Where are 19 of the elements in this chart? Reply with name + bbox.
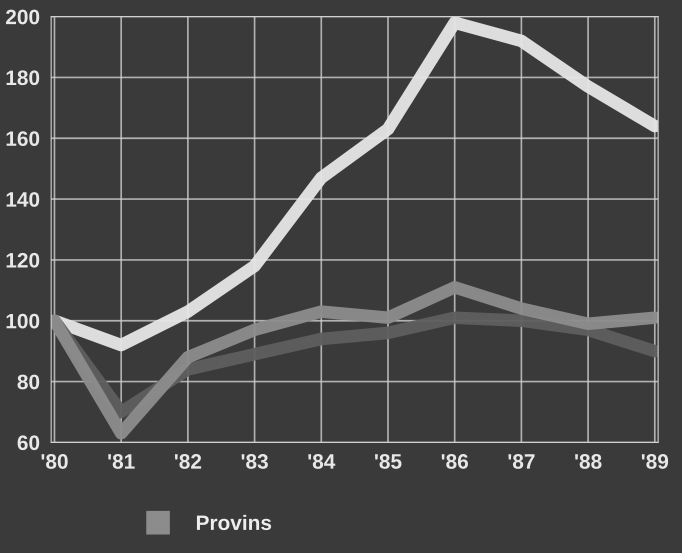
y-tick-label: 140 [6,192,40,207]
x-tick-label: '88 [575,454,602,469]
x-tick-label: '84 [308,454,336,469]
x-tick-label: '82 [174,454,202,469]
x-tick-label: '83 [242,454,268,469]
x-tick-label: '86 [442,454,468,469]
y-tick-label: 200 [6,10,40,24]
x-tick-label: '89 [642,454,668,469]
x-tick-label: '87 [508,454,535,469]
x-tick-label: '85 [375,454,402,469]
y-tick-label: 100 [6,314,40,328]
y-tick-label: 120 [6,252,40,268]
y-tick-label: 80 [18,374,40,390]
legend-label: Provins [196,514,272,530]
y-tick-label: 160 [6,131,40,146]
x-tick-label: '80 [42,454,68,469]
y-tick-label: 60 [18,435,40,450]
y-tick-label: 180 [6,70,40,86]
x-tick-label: '81 [108,454,135,469]
